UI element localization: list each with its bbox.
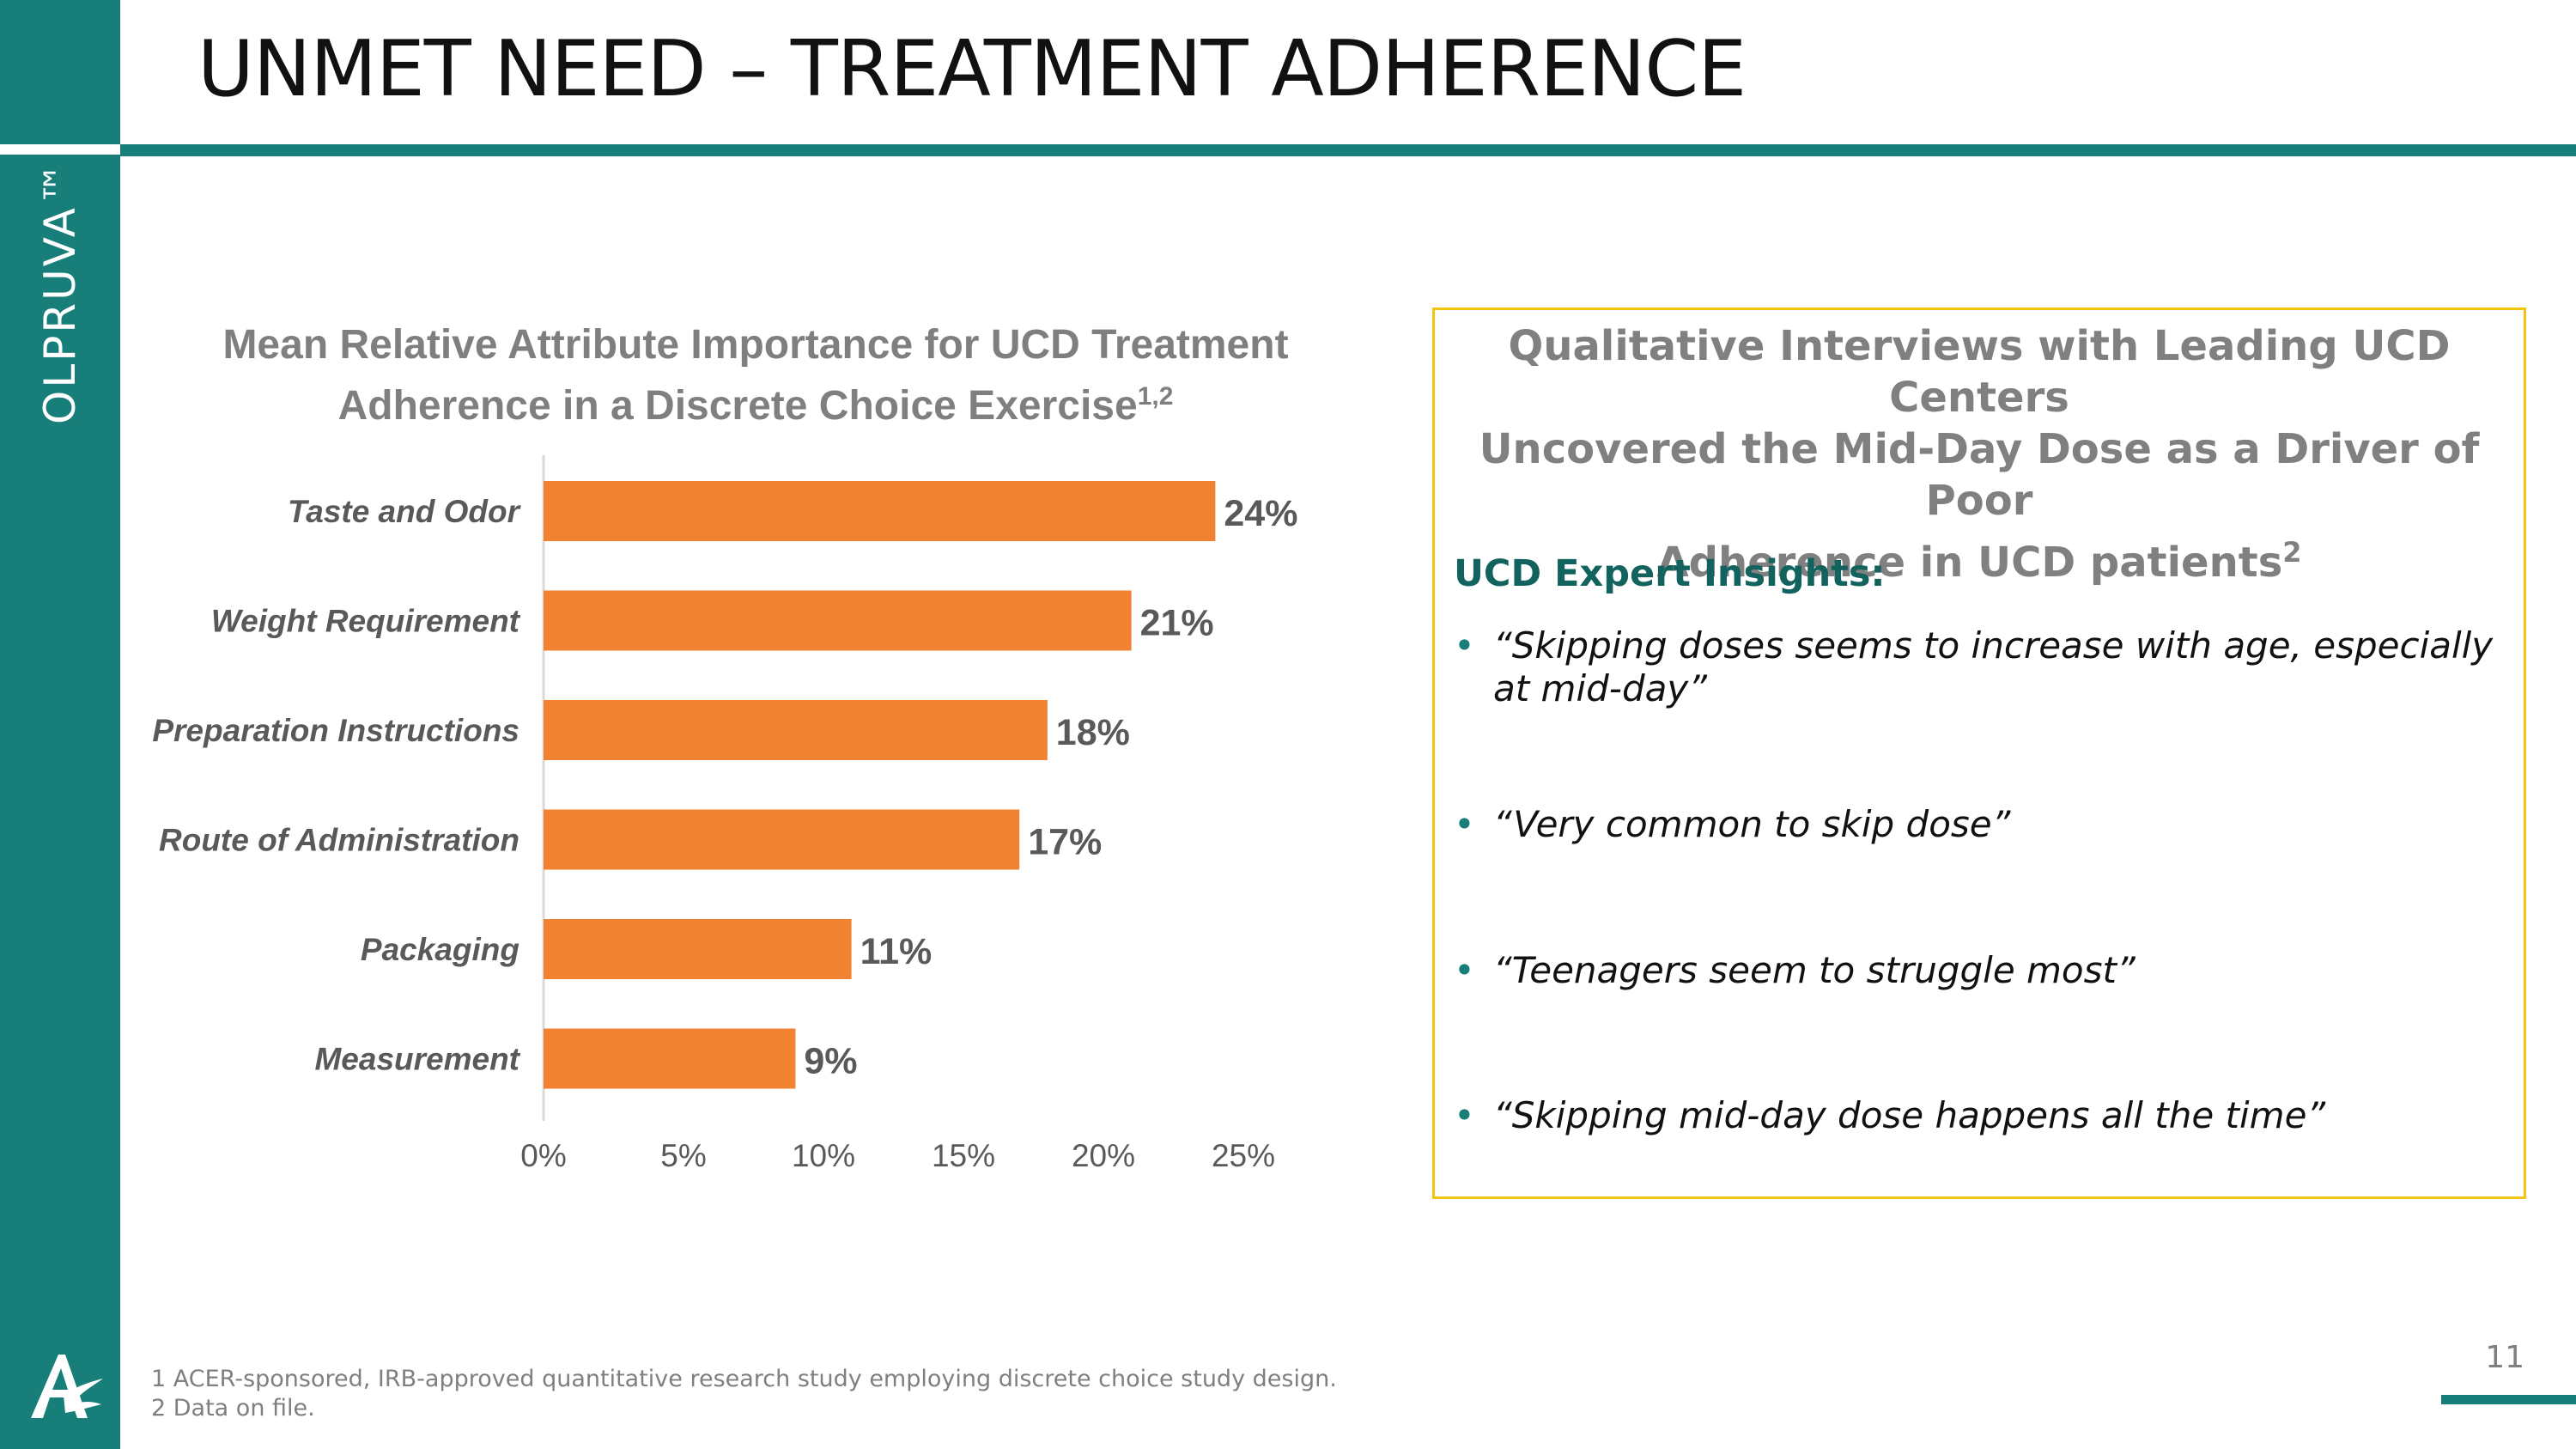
- heading-line: Adherence in UCD patients2: [1435, 527, 2524, 588]
- page-number: 11: [2485, 1340, 2524, 1375]
- data-label: 21%: [1140, 603, 1214, 644]
- insights-box-heading: Qualitative Interviews with Leading UCD …: [1435, 320, 2524, 588]
- footnote-1: 1 ACER-sponsored, IRB-approved quantitat…: [151, 1366, 1337, 1392]
- footnote-2: 2 Data on file.: [151, 1395, 315, 1422]
- bullet-icon: •: [1454, 949, 1475, 991]
- data-label: 9%: [804, 1041, 857, 1082]
- heading-line: Qualitative Interviews with Leading UCD …: [1508, 322, 2451, 422]
- bar: [544, 481, 1216, 541]
- quote-item: • “Teenagers seem to struggle most”: [1454, 949, 2501, 992]
- heading-line: Uncovered the Mid-Day Dose as a Driver o…: [1479, 425, 2480, 525]
- sidebar-notch: [0, 144, 120, 155]
- quote-item: • “Skipping doses seems to increase with…: [1454, 624, 2501, 710]
- attribute-importance-bar-chart: Taste and Odor 24% Weight Requirement 21% Pr…: [152, 455, 1297, 1173]
- x-tick-label: 0%: [520, 1138, 566, 1173]
- data-label: 11%: [860, 931, 933, 972]
- chart-title-footnote-ref: 1,2: [1137, 382, 1174, 411]
- x-tick-label: 15%: [932, 1138, 995, 1173]
- quote-item: • “Very common to skip dose”: [1454, 803, 2501, 846]
- quote-text: “Skipping mid-day dose happens all the t…: [1493, 1094, 2326, 1136]
- quote-text: “Skipping doses seems to increase with a…: [1493, 624, 2494, 709]
- x-tick-label: 20%: [1072, 1138, 1135, 1173]
- quote-text: “Very common to skip dose”: [1493, 803, 2011, 845]
- category-label: Route of Administration: [159, 823, 519, 858]
- bar: [544, 590, 1132, 651]
- x-tick-label: 5%: [660, 1138, 706, 1173]
- expert-insights-title: UCD Expert Insights:: [1454, 552, 1886, 595]
- page-title: UNMET NEED – TREATMENT ADHERENCE: [197, 24, 1747, 114]
- insights-box: Qualitative Interviews with Leading UCD …: [1432, 307, 2526, 1199]
- bullet-icon: •: [1454, 803, 1475, 845]
- header-rule: [120, 144, 2576, 156]
- heading-footnote-ref: 2: [2282, 536, 2302, 569]
- category-label: Weight Requirement: [211, 604, 521, 639]
- bar: [544, 809, 1020, 870]
- chart-title-text: Mean Relative Attribute Importance for U…: [222, 322, 1289, 429]
- x-tick-label: 25%: [1212, 1138, 1275, 1173]
- category-label: Taste and Odor: [288, 494, 522, 529]
- acer-logo-icon: [31, 1355, 103, 1418]
- category-label: Packaging: [361, 932, 519, 967]
- brand-sidebar: OLPRUVA™: [0, 0, 120, 1449]
- quote-item: • “Skipping mid-day dose happens all the…: [1454, 1094, 2501, 1137]
- category-label: Measurement: [314, 1042, 520, 1077]
- bar: [544, 700, 1048, 760]
- bar: [544, 919, 852, 979]
- data-label: 24%: [1224, 493, 1297, 534]
- bar: [544, 1028, 796, 1089]
- bullet-icon: •: [1454, 624, 1475, 667]
- chart-title: Mean Relative Attribute Importance for U…: [155, 320, 1357, 432]
- quote-text: “Teenagers seem to struggle most”: [1493, 949, 2136, 991]
- page-number-rule: [2441, 1395, 2576, 1404]
- data-label: 17%: [1028, 822, 1102, 863]
- data-label: 18%: [1056, 712, 1130, 753]
- heading-line-text: Adherence in UCD patients: [1656, 539, 2283, 587]
- bullet-icon: •: [1454, 1094, 1475, 1136]
- x-tick-label: 10%: [792, 1138, 855, 1173]
- category-label: Preparation Instructions: [152, 713, 519, 748]
